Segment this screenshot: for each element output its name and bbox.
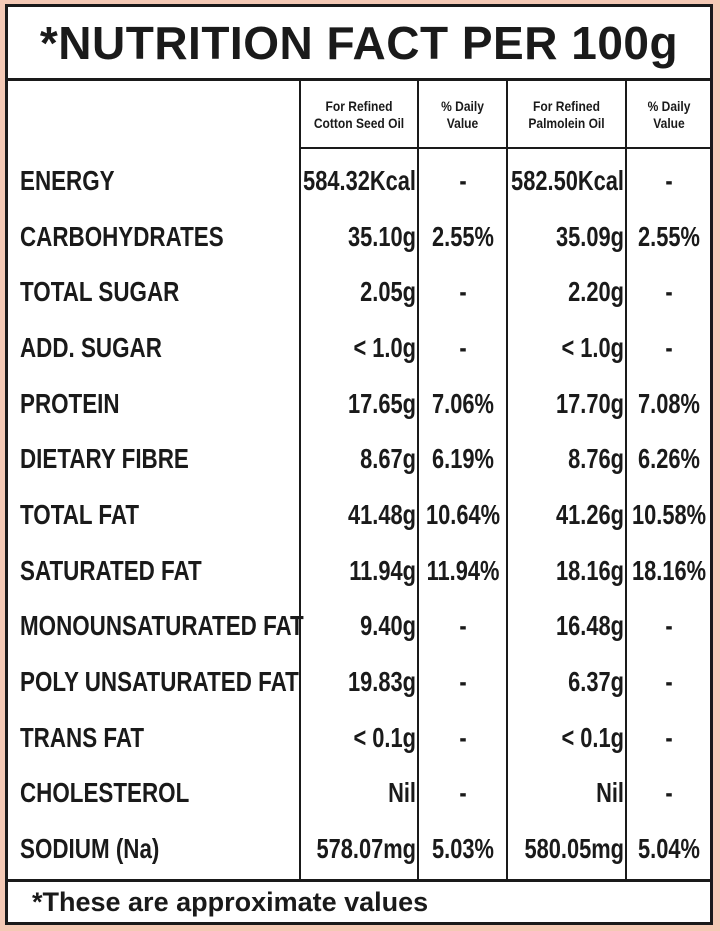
- nutrient-label: CHOLESTEROL: [20, 777, 190, 809]
- cotton-oil-value: 8.67g: [360, 443, 416, 475]
- palmolein-oil-daily-value: 10.58%: [631, 498, 707, 530]
- cotton-oil-daily-value: -: [459, 276, 467, 308]
- palmolein-oil-daily-value: 6.26%: [638, 443, 700, 475]
- table-row: MONOUNSATURATED FAT 9.40g - 16.48g -: [8, 599, 710, 655]
- nutrient-label: TOTAL SUGAR: [20, 276, 180, 308]
- cotton-oil-daily-value: -: [459, 777, 467, 809]
- table-row: TRANS FAT < 0.1g - < 0.1g -: [8, 710, 710, 766]
- table-row: CHOLESTEROL Nil - Nil -: [8, 766, 710, 822]
- palmolein-oil-daily-value: 18.16%: [631, 554, 707, 586]
- table-row: DIETARY FIBRE 8.67g 6.19% 8.76g 6.26%: [8, 431, 710, 487]
- palmolein-oil-daily-value: -: [665, 164, 673, 196]
- cotton-oil-daily-value: -: [459, 331, 467, 363]
- header-daily-value-cotton: % Daily Value: [441, 98, 484, 131]
- cotton-oil-value: Nil: [388, 777, 416, 809]
- cotton-oil-daily-value: -: [459, 666, 467, 698]
- cotton-oil-value: 9.40g: [360, 610, 416, 642]
- page-title: *NUTRITION FACT PER 100g: [8, 7, 710, 81]
- palmolein-oil-value: < 0.1g: [561, 721, 624, 753]
- nutrient-label: POLY UNSATURATED FAT: [20, 666, 299, 698]
- nutrient-label: SODIUM (Na): [20, 833, 160, 865]
- cotton-oil-value: 11.94g: [349, 554, 416, 586]
- palmolein-oil-value: 580.05mg: [524, 833, 624, 865]
- nutrient-label: SATURATED FAT: [20, 554, 202, 586]
- cotton-oil-daily-value: -: [459, 610, 467, 642]
- cotton-oil-value: 17.65g: [348, 387, 416, 419]
- table-row: TOTAL FAT 41.48g 10.64% 41.26g 10.58%: [8, 487, 710, 543]
- nutrient-label: TRANS FAT: [20, 721, 145, 753]
- column-divider: [417, 81, 419, 879]
- palmolein-oil-daily-value: 2.55%: [638, 220, 700, 252]
- palmolein-oil-value: 8.76g: [568, 443, 624, 475]
- nutrition-facts-panel: *NUTRITION FACT PER 100g For Refined Cott…: [5, 4, 713, 925]
- header-cotton-seed-oil: For Refined Cotton Seed Oil: [313, 98, 405, 131]
- cotton-oil-value: 19.83g: [348, 666, 416, 698]
- nutrient-label: TOTAL FAT: [20, 498, 140, 530]
- header-daily-value-palm: % Daily Value: [647, 98, 691, 131]
- palmolein-oil-value: 6.37g: [568, 666, 624, 698]
- cotton-oil-value: 2.05g: [360, 276, 416, 308]
- nutrient-label: ADD. SUGAR: [20, 331, 162, 363]
- palmolein-oil-daily-value: 5.04%: [638, 833, 700, 865]
- palmolein-oil-value: 2.20g: [568, 276, 624, 308]
- palmolein-oil-daily-value: -: [665, 276, 673, 308]
- header-palmolein-oil: For Refined Palmolein Oil: [528, 98, 605, 131]
- table-row: POLY UNSATURATED FAT 19.83g - 6.37g -: [8, 654, 710, 710]
- cotton-oil-daily-value: 7.06%: [432, 387, 494, 419]
- cotton-oil-daily-value: 6.19%: [432, 443, 494, 475]
- table-row: CARBOHYDRATES 35.10g 2.55% 35.09g 2.55%: [8, 209, 710, 265]
- palmolein-oil-value: Nil: [596, 777, 624, 809]
- column-divider: [625, 81, 627, 879]
- palmolein-oil-value: 35.09g: [556, 220, 624, 252]
- column-divider: [299, 81, 301, 879]
- cotton-oil-value: 41.48g: [348, 498, 416, 530]
- cotton-oil-daily-value: -: [459, 721, 467, 753]
- cotton-oil-value: 35.10g: [348, 220, 416, 252]
- palmolein-oil-value: < 1.0g: [561, 331, 624, 363]
- palmolein-oil-value: 18.16g: [556, 554, 624, 586]
- nutrient-label: CARBOHYDRATES: [20, 220, 224, 252]
- palmolein-oil-daily-value: 7.08%: [638, 387, 700, 419]
- column-divider: [506, 81, 508, 879]
- header-divider: [299, 147, 710, 149]
- cotton-oil-value: 584.32Kcal: [303, 164, 416, 196]
- cotton-oil-daily-value: 11.94%: [426, 554, 500, 586]
- table-row: ENERGY 584.32Kcal - 582.50Kcal -: [8, 153, 710, 209]
- palmolein-oil-daily-value: -: [665, 721, 673, 753]
- cotton-oil-value: 578.07mg: [316, 833, 416, 865]
- palmolein-oil-daily-value: -: [665, 331, 673, 363]
- table-row: SATURATED FAT 11.94g 11.94% 18.16g 18.16%: [8, 543, 710, 599]
- nutrient-label: ENERGY: [20, 164, 115, 196]
- nutrition-table: For Refined Cotton Seed Oil % Daily Value …: [8, 81, 710, 879]
- cotton-oil-daily-value: 10.64%: [425, 498, 501, 530]
- nutrient-label: DIETARY FIBRE: [20, 443, 189, 475]
- palmolein-oil-value: 41.26g: [556, 498, 624, 530]
- palmolein-oil-daily-value: -: [665, 777, 673, 809]
- cotton-oil-value: < 0.1g: [353, 721, 416, 753]
- table-row: PROTEIN 17.65g 7.06% 17.70g 7.08%: [8, 376, 710, 432]
- palmolein-oil-daily-value: -: [665, 666, 673, 698]
- palmolein-oil-value: 17.70g: [556, 387, 624, 419]
- palmolein-oil-daily-value: -: [665, 610, 673, 642]
- table-row: TOTAL SUGAR 2.05g - 2.20g -: [8, 264, 710, 320]
- table-row: SODIUM (Na) 578.07mg 5.03% 580.05mg 5.04%: [8, 821, 710, 877]
- cotton-oil-daily-value: 5.03%: [432, 833, 494, 865]
- table-row: ADD. SUGAR < 1.0g - < 1.0g -: [8, 320, 710, 376]
- palmolein-oil-value: 582.50Kcal: [511, 164, 624, 196]
- nutrient-label: PROTEIN: [20, 387, 120, 419]
- palmolein-oil-value: 16.48g: [556, 610, 624, 642]
- cotton-oil-daily-value: -: [459, 164, 467, 196]
- nutrient-label: MONOUNSATURATED FAT: [20, 610, 304, 642]
- footnote: *These are approximate values: [8, 879, 710, 922]
- nutrient-rows: ENERGY 584.32Kcal - 582.50Kcal - CARBOHYDRATE…: [8, 153, 710, 877]
- cotton-oil-value: < 1.0g: [353, 331, 416, 363]
- cotton-oil-daily-value: 2.55%: [432, 220, 494, 252]
